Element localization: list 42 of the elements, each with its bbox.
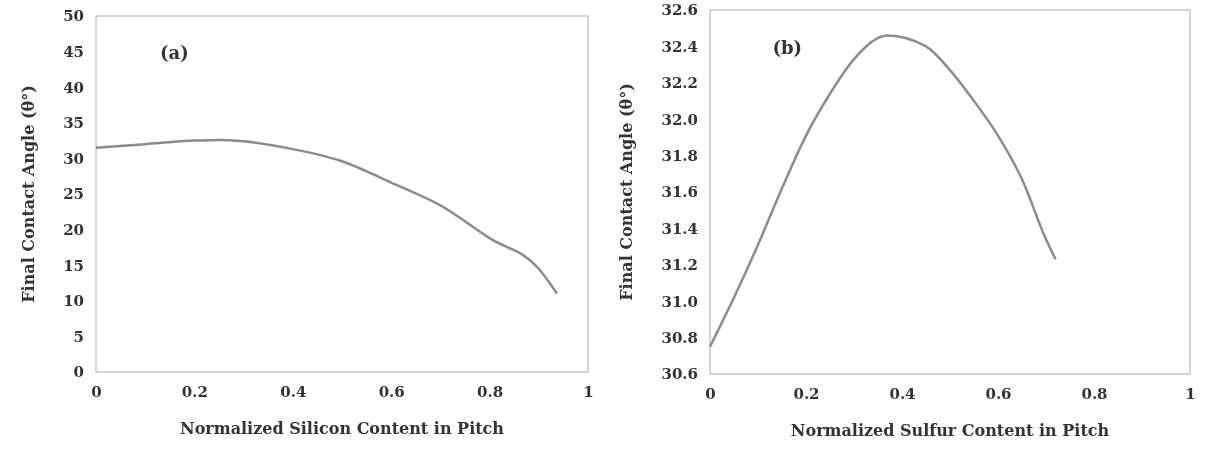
y-tick-label: 50 xyxy=(63,7,84,26)
y-tick-label: 31.2 xyxy=(661,256,698,275)
x-tick-label: 0.4 xyxy=(889,384,916,403)
y-tick-label: 40 xyxy=(63,78,84,97)
y-tick-label: 32.2 xyxy=(661,74,698,93)
line-series xyxy=(94,138,559,295)
x-axis-title: Normalized Silicon Content in Pitch xyxy=(180,419,505,438)
x-tick-label: 0 xyxy=(91,382,102,401)
y-tick-label: 31.8 xyxy=(661,146,698,165)
y-tick-label: 10 xyxy=(63,292,84,311)
y-tick-label: 30 xyxy=(63,149,84,168)
y-tick-label: 31.4 xyxy=(661,219,698,238)
annotation: (b) xyxy=(772,36,803,58)
y-tick-label: 31.0 xyxy=(661,292,698,311)
y-tick-label: 32.6 xyxy=(661,1,698,20)
x-tick-label: 0.4 xyxy=(280,382,307,401)
x-tick-label: 1 xyxy=(583,382,594,401)
y-tick-label: 20 xyxy=(63,220,84,239)
y-tick-label: 5 xyxy=(73,327,84,346)
x-tick-label: 0.8 xyxy=(1081,384,1108,403)
y-tick-label: 15 xyxy=(63,256,84,275)
y-axis-title: Final Contact Angle (θ°) xyxy=(19,85,38,303)
y-tick-label: 32.4 xyxy=(661,37,698,56)
x-axis-title: Normalized Sulfur Content in Pitch xyxy=(790,421,1110,440)
y-tick-label: 30.8 xyxy=(661,328,698,347)
y-tick-label: 35 xyxy=(63,114,84,133)
annotation: (a) xyxy=(159,41,189,63)
line-series xyxy=(708,34,1057,348)
x-tick-label: 0.6 xyxy=(378,382,405,401)
y-tick-label: 45 xyxy=(63,42,84,61)
x-tick-label: 0.2 xyxy=(181,382,208,401)
y-tick-label: 25 xyxy=(63,185,84,204)
y-tick-label: 30.6 xyxy=(661,365,698,384)
y-axis-title: Final Contact Angle (θ°) xyxy=(617,83,636,301)
y-tick-label: 0 xyxy=(73,363,84,382)
x-tick-label: 1 xyxy=(1185,384,1196,403)
x-tick-label: 0.6 xyxy=(985,384,1012,403)
y-tick-label: 31.6 xyxy=(661,183,698,202)
x-tick-label: 0 xyxy=(705,384,716,403)
y-tick-label: 32.0 xyxy=(661,110,698,129)
x-tick-label: 0.8 xyxy=(477,382,504,401)
x-tick-label: 0.2 xyxy=(793,384,820,403)
